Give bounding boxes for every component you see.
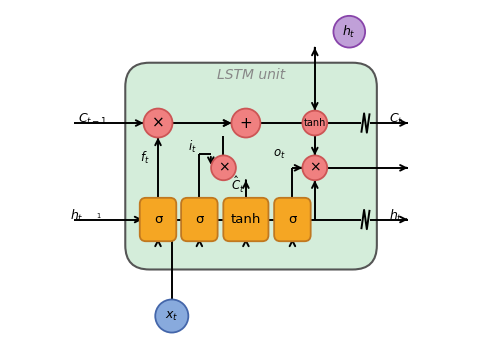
FancyBboxPatch shape: [274, 198, 311, 241]
FancyBboxPatch shape: [125, 63, 377, 270]
Text: $\hat{C}_t$: $\hat{C}_t$: [231, 175, 245, 195]
Text: $C_t$: $C_t$: [389, 112, 403, 127]
Text: LSTM unit: LSTM unit: [217, 68, 285, 82]
FancyBboxPatch shape: [140, 198, 176, 241]
Text: ${}_{1}$: ${}_{1}$: [96, 211, 102, 221]
Circle shape: [303, 155, 327, 180]
Text: ×: ×: [152, 116, 164, 130]
Text: tanh: tanh: [231, 213, 261, 226]
Text: σ: σ: [195, 213, 204, 226]
Circle shape: [143, 109, 173, 137]
Text: +: +: [239, 116, 252, 130]
Text: σ: σ: [288, 213, 297, 226]
Circle shape: [231, 109, 261, 137]
Circle shape: [211, 155, 236, 180]
Circle shape: [334, 16, 365, 47]
FancyBboxPatch shape: [181, 198, 217, 241]
Text: ×: ×: [217, 161, 229, 175]
Text: $C_{t-1}$: $C_{t-1}$: [78, 112, 108, 127]
Text: $f_t$: $f_t$: [141, 149, 150, 165]
Text: $h_t$: $h_t$: [342, 24, 356, 40]
Text: $h_t$: $h_t$: [389, 208, 402, 224]
Text: $h_{t}$: $h_{t}$: [70, 208, 83, 224]
Text: $o_t$: $o_t$: [273, 147, 286, 161]
Circle shape: [303, 111, 327, 135]
Circle shape: [155, 300, 188, 333]
FancyBboxPatch shape: [223, 198, 269, 241]
Text: $i_t$: $i_t$: [188, 139, 197, 155]
Text: ×: ×: [309, 161, 321, 175]
Text: σ: σ: [154, 213, 162, 226]
Text: tanh: tanh: [304, 118, 326, 128]
Text: $x_t$: $x_t$: [165, 309, 178, 322]
